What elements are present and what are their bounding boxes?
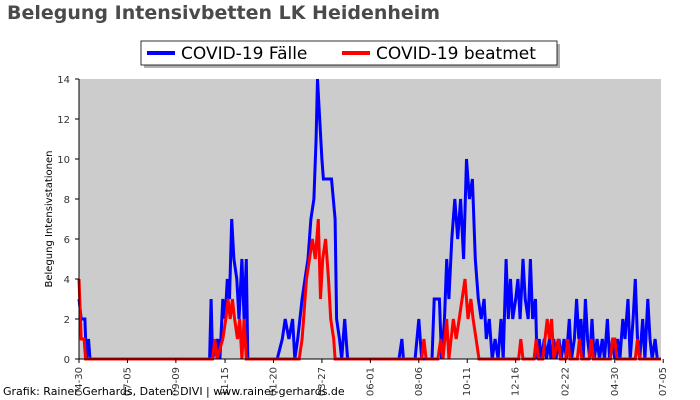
y-tick-label: 2: [64, 315, 70, 326]
x-tick-label: 02-22: [561, 367, 572, 396]
x-tick-label: 08-06: [414, 367, 425, 396]
y-tick-label: 4: [64, 275, 70, 286]
y-tick-label: 0: [64, 355, 70, 366]
x-tick-label: 04-30: [74, 367, 85, 396]
y-tick-label: 8: [64, 195, 70, 206]
y-tick-label: 6: [64, 235, 70, 246]
legend-label-ventilated: COVID-19 beatmet: [376, 44, 536, 64]
y-tick-label: 10: [57, 155, 70, 166]
x-tick-label: 11-15: [220, 367, 231, 396]
y-ticks: 0 2 4 6 8 10 12 14: [57, 75, 79, 366]
x-tick-label: 09-09: [171, 367, 182, 396]
x-tick-label: 12-16: [511, 367, 522, 396]
x-tick-label: 10-11: [462, 367, 473, 396]
series-line-0: [77, 78, 661, 361]
x-tick-label: 07-05: [658, 367, 669, 396]
legend-label-cases: COVID-19 Fälle: [181, 44, 307, 64]
y-tick-label: 12: [57, 115, 70, 126]
y-tick-label: 14: [57, 75, 70, 86]
x-ticks: 04-30 07-05 09-09 11-15 01-20 03-27 06-01 08-06…: [74, 359, 669, 396]
footer-credit: Grafik: Rainer Gerhards, Daten: DIVI | w…: [3, 385, 345, 398]
x-tick-label: 01-20: [268, 367, 279, 396]
x-tick-label: 03-27: [317, 367, 328, 396]
x-tick-label: 04-30: [610, 367, 621, 396]
chart-title: Belegung Intensivbetten LK Heidenheim: [7, 2, 441, 24]
plot-area: [79, 79, 661, 359]
legend: COVID-19 Fälle COVID-19 beatmet: [140, 40, 560, 68]
x-tick-label: 06-01: [365, 367, 376, 396]
x-tick-label: 07-05: [122, 367, 133, 396]
y-axis-label: Belegung Intensivstationen: [44, 150, 55, 287]
